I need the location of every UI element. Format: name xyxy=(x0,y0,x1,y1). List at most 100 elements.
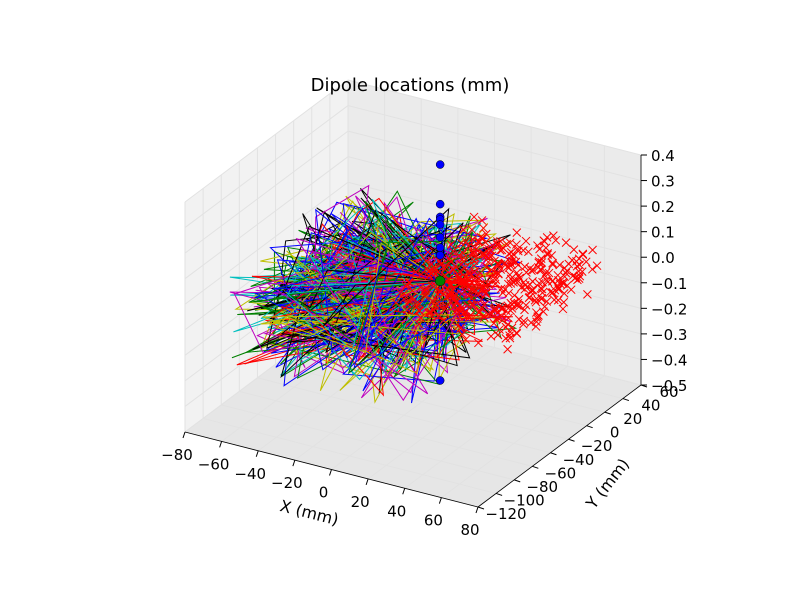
blue-point xyxy=(435,160,445,169)
red-cross-point xyxy=(452,298,461,307)
dipole-line xyxy=(248,209,457,303)
red-cross-point xyxy=(537,293,547,303)
dipole-line xyxy=(305,207,441,371)
red-cross-point xyxy=(507,251,516,261)
red-cross-point xyxy=(539,236,549,246)
x-tick-mark xyxy=(475,506,479,514)
red-cross-point xyxy=(581,257,591,267)
z-tick-label: 0.4 xyxy=(651,147,675,165)
x-tick-label: 60 xyxy=(424,512,443,530)
x-tick-mark xyxy=(329,469,332,476)
red-cross-point xyxy=(484,244,493,254)
red-cross-point xyxy=(468,248,478,258)
red-cross-point xyxy=(444,275,453,284)
y-tick-label: 40 xyxy=(641,397,660,415)
dipole-line xyxy=(278,280,441,333)
red-cross-point xyxy=(405,297,414,306)
red-cross-point xyxy=(583,290,592,299)
z-tick-label: −0.5 xyxy=(651,377,687,395)
dipole-line xyxy=(291,280,462,375)
red-cross-point xyxy=(411,267,421,277)
green-points xyxy=(434,275,446,287)
x-tick-label: −60 xyxy=(198,455,230,473)
red-cross-point xyxy=(503,279,513,289)
red-cross-point xyxy=(507,300,517,309)
red-cross-point xyxy=(549,295,559,305)
dipole-line xyxy=(439,215,474,357)
y-tick-label: −40 xyxy=(563,451,595,469)
red-cross-point xyxy=(536,284,546,293)
red-cross-point xyxy=(532,317,541,327)
z-tick-label: −0.3 xyxy=(651,326,687,344)
red-cross-point xyxy=(461,312,471,322)
red-cross-point xyxy=(592,261,602,271)
red-cross-point xyxy=(474,274,484,284)
y-tick-mark xyxy=(514,479,521,483)
y-tick-label: −80 xyxy=(526,478,558,496)
grid-line xyxy=(293,350,587,427)
red-cross-point xyxy=(544,268,554,278)
green-point xyxy=(434,275,446,287)
red-cross-point xyxy=(493,330,503,340)
y-tick-mark xyxy=(604,411,611,415)
red-cross-point xyxy=(526,287,536,297)
red-cross-point xyxy=(481,229,491,239)
red-cross-point xyxy=(457,289,467,299)
red-cross-point xyxy=(458,225,468,234)
x-tick-label: 40 xyxy=(387,502,406,520)
y-tick-mark xyxy=(568,438,575,442)
red-cross-point xyxy=(444,291,454,301)
red-cross-point xyxy=(588,245,597,255)
z-tick-label: 0.2 xyxy=(651,198,675,216)
red-cross-point xyxy=(496,284,506,294)
red-cross-point xyxy=(543,277,553,287)
red-cross-point xyxy=(548,260,558,270)
grid-line xyxy=(331,347,495,470)
grid-line xyxy=(239,390,533,467)
red-cross-point xyxy=(489,318,499,328)
z-tick-label: 0.3 xyxy=(651,173,675,191)
dipole-line xyxy=(286,277,441,352)
red-cross-point xyxy=(471,248,481,258)
dipole-line xyxy=(275,232,441,337)
red-cross-point xyxy=(448,264,458,274)
red-cross-point xyxy=(470,243,480,252)
red-cross-point xyxy=(537,284,547,294)
red-cross-point xyxy=(498,315,507,325)
red-cross-point xyxy=(489,305,499,315)
red-cross-point xyxy=(473,237,483,246)
grid-line xyxy=(347,79,642,156)
red-cross-point xyxy=(524,293,534,303)
blue-point xyxy=(435,251,445,260)
red-cross-point xyxy=(425,307,434,317)
x-tick-label: −80 xyxy=(161,446,193,464)
red-cross-point xyxy=(493,313,503,323)
red-cross-point xyxy=(559,289,569,298)
red-cross-point xyxy=(460,282,470,292)
z-tick-label: 0.0 xyxy=(651,249,675,267)
red-cross-point xyxy=(455,267,465,276)
red-cross-point xyxy=(513,244,523,254)
x-tick-label: 0 xyxy=(319,484,329,502)
red-cross-point xyxy=(442,301,451,311)
blue-points xyxy=(435,160,445,385)
red-cross-point xyxy=(459,253,469,263)
red-cross-point xyxy=(504,263,514,273)
red-cross-point xyxy=(446,279,456,289)
grid-line xyxy=(184,181,349,305)
chart-title: Dipole locations (mm) xyxy=(311,75,510,96)
red-cross-point xyxy=(505,331,514,340)
x-tick-label: −40 xyxy=(234,465,266,483)
red-cross-point xyxy=(537,258,547,267)
red-cross-point xyxy=(502,262,512,272)
dipole-line xyxy=(311,250,441,303)
red-cross-point xyxy=(424,271,434,281)
red-cross-point xyxy=(570,273,580,283)
y-tick-label: −100 xyxy=(504,491,545,509)
red-cross-point xyxy=(446,257,456,267)
red-cross-point xyxy=(513,301,522,310)
red-cross-point xyxy=(475,307,485,317)
y-tick-mark xyxy=(550,452,557,456)
